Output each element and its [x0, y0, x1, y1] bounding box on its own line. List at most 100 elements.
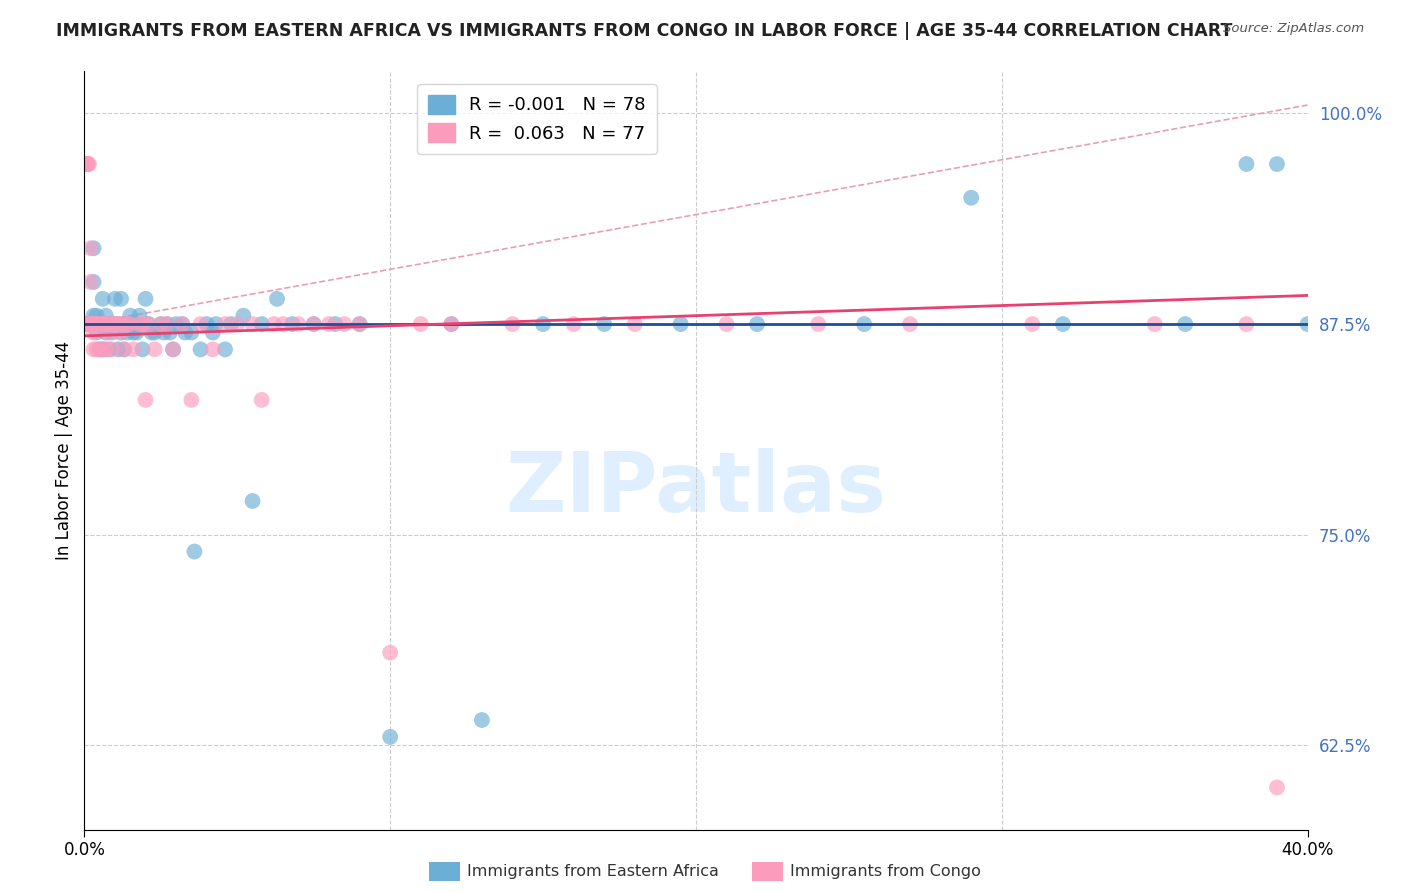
Point	[79, 317, 101, 331]
Point	[263, 317, 285, 331]
Point	[83, 309, 105, 323]
Point	[128, 309, 150, 323]
Point	[562, 317, 585, 331]
Text: ZIPatlas: ZIPatlas	[506, 448, 886, 529]
Point	[89, 317, 111, 331]
Point	[76, 157, 98, 171]
Point	[174, 326, 197, 340]
Point	[83, 317, 105, 331]
Point	[190, 343, 212, 357]
Point	[1143, 317, 1166, 331]
Point	[91, 317, 114, 331]
Point	[135, 392, 157, 407]
Point	[107, 317, 129, 331]
Point	[201, 326, 224, 340]
Point	[349, 317, 371, 331]
Point	[112, 343, 135, 357]
Point	[91, 343, 114, 357]
Point	[101, 317, 124, 331]
Point	[101, 317, 124, 331]
Point	[112, 317, 135, 331]
Point	[75, 317, 97, 331]
Point	[214, 343, 236, 357]
Text: IMMIGRANTS FROM EASTERN AFRICA VS IMMIGRANTS FROM CONGO IN LABOR FORCE | AGE 35-: IMMIGRANTS FROM EASTERN AFRICA VS IMMIGR…	[56, 22, 1233, 40]
Point	[669, 317, 692, 331]
Point	[250, 317, 273, 331]
Point	[747, 317, 769, 331]
Point	[1236, 317, 1258, 331]
Point	[101, 326, 124, 340]
Point	[183, 544, 205, 558]
Point	[110, 326, 132, 340]
Point	[83, 275, 105, 289]
Point	[205, 317, 228, 331]
Point	[281, 317, 304, 331]
Point	[89, 343, 111, 357]
Point	[79, 275, 101, 289]
Point	[128, 317, 150, 331]
Point	[97, 317, 120, 331]
Point	[1265, 780, 1288, 795]
Point	[125, 317, 148, 331]
Point	[107, 317, 129, 331]
Point	[531, 317, 554, 331]
Point	[120, 309, 142, 323]
Point	[76, 317, 98, 331]
Point	[122, 343, 145, 357]
Point	[214, 317, 236, 331]
Point	[232, 309, 254, 323]
Point	[86, 343, 108, 357]
Point	[94, 317, 117, 331]
Point	[1296, 317, 1319, 331]
Point	[153, 326, 176, 340]
Point	[104, 317, 127, 331]
Point	[287, 317, 309, 331]
Point	[104, 317, 127, 331]
Point	[110, 292, 132, 306]
Point	[138, 317, 160, 331]
Point	[898, 317, 921, 331]
Point	[960, 191, 983, 205]
Point	[79, 317, 101, 331]
Point	[77, 157, 100, 171]
Point	[172, 317, 194, 331]
Point	[593, 317, 616, 331]
Point	[409, 317, 432, 331]
Point	[120, 317, 142, 331]
Point	[349, 317, 371, 331]
Point	[302, 317, 325, 331]
Point	[1265, 157, 1288, 171]
Point	[135, 292, 157, 306]
Point	[172, 317, 194, 331]
Point	[86, 309, 108, 323]
Point	[125, 326, 148, 340]
Point	[79, 317, 101, 331]
Point	[195, 317, 218, 331]
Point	[180, 392, 202, 407]
Point	[94, 343, 117, 357]
Point	[471, 713, 494, 727]
Point	[162, 343, 184, 357]
Point	[76, 157, 98, 171]
Point	[91, 292, 114, 306]
Point	[83, 343, 105, 357]
Point	[83, 317, 105, 331]
Point	[110, 326, 132, 340]
Text: Source: ZipAtlas.com: Source: ZipAtlas.com	[1223, 22, 1364, 36]
Point	[112, 317, 135, 331]
Point	[180, 326, 202, 340]
Point	[190, 317, 212, 331]
Point	[79, 317, 101, 331]
Point	[159, 326, 181, 340]
Point	[502, 317, 524, 331]
Point	[323, 317, 346, 331]
Point	[1021, 317, 1043, 331]
Text: Immigrants from Congo: Immigrants from Congo	[790, 864, 981, 879]
Point	[86, 326, 108, 340]
Point	[86, 317, 108, 331]
Point	[807, 317, 830, 331]
Point	[266, 292, 288, 306]
Point	[89, 343, 111, 357]
Point	[86, 317, 108, 331]
Point	[242, 317, 264, 331]
